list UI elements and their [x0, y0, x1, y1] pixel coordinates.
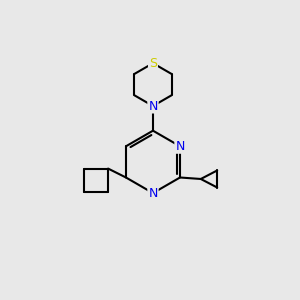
Text: N: N: [148, 100, 158, 112]
Text: N: N: [175, 140, 185, 153]
Text: S: S: [149, 57, 157, 70]
Text: N: N: [148, 187, 158, 200]
